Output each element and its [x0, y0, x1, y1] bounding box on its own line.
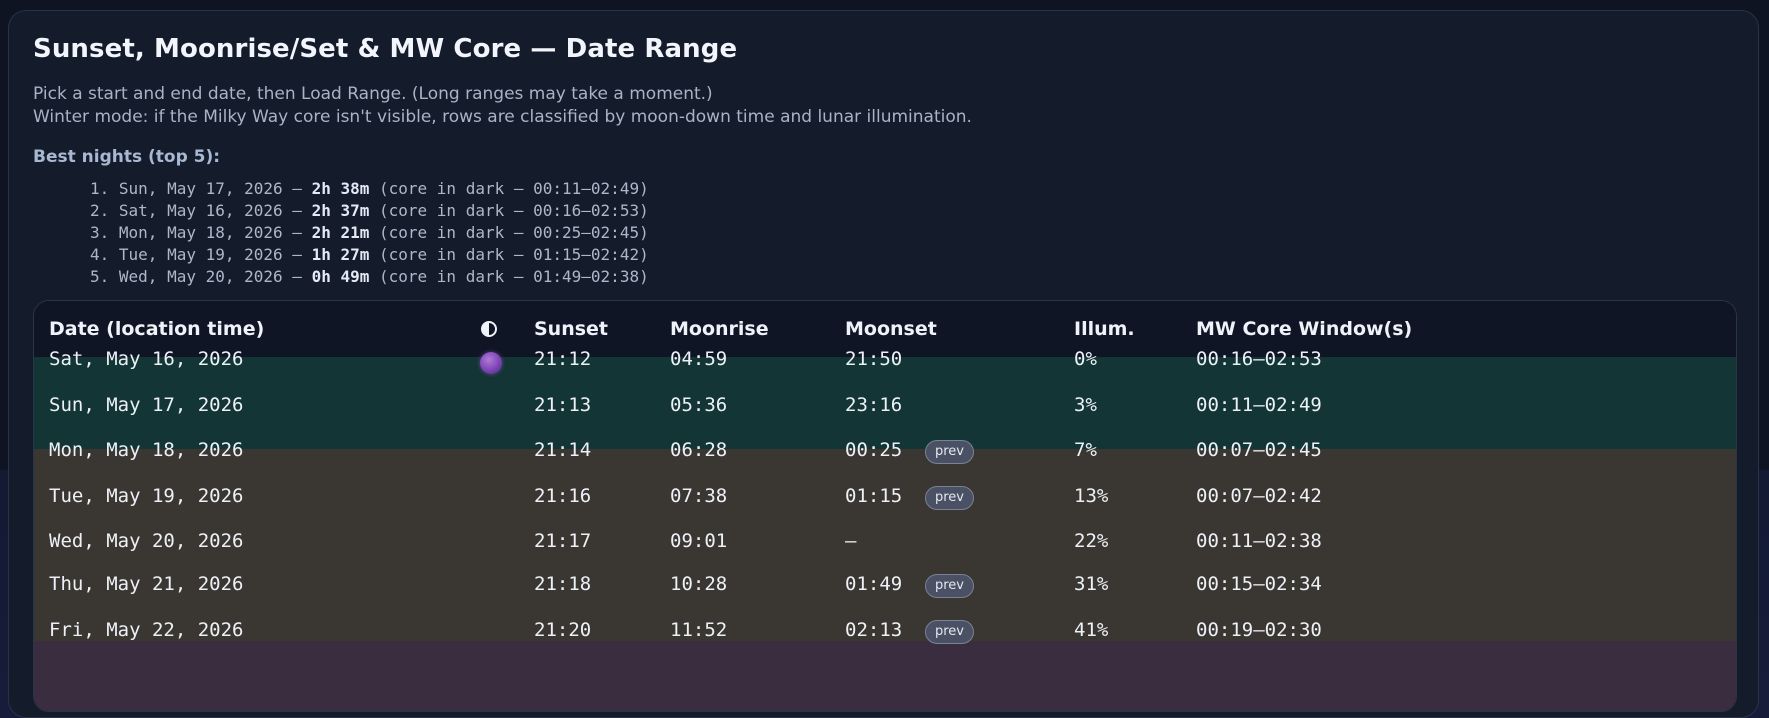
moonset-cell: 02:13	[845, 619, 903, 641]
sunset-cell: 21:20	[534, 619, 592, 641]
best-night-duration: 2h 38m	[311, 179, 370, 198]
date-cell: Sat, May 16, 2026	[49, 348, 244, 370]
prev-badge: prev	[925, 574, 975, 598]
moonset-cell: 00:25	[845, 439, 903, 461]
results-table: Date (location time) Sunset Moonrise Moo…	[33, 300, 1737, 712]
best-night-item: 3. Mon, May 18, 2026 — 2h 21m (core in d…	[90, 222, 649, 244]
best-night-core-window: (core in dark — 01:15–02:42)	[369, 245, 649, 264]
header-illum[interactable]: Illum.	[1074, 318, 1135, 340]
core-window-cell: 00:07–02:42	[1196, 485, 1322, 507]
moonrise-cell: 11:52	[670, 619, 728, 641]
best-night-date: 2. Sat, May 16, 2026 —	[90, 201, 312, 220]
header-moonset[interactable]: Moonset	[845, 318, 937, 340]
table-row[interactable]	[34, 357, 1736, 405]
illum-cell: 3%	[1074, 394, 1097, 416]
best-night-core-window: (core in dark — 00:25–02:45)	[369, 223, 649, 242]
core-window-cell: 00:11–02:38	[1196, 530, 1322, 552]
illum-cell: 7%	[1074, 439, 1097, 461]
best-night-date: 1. Sun, May 17, 2026 —	[90, 179, 312, 198]
sunset-cell: 21:18	[534, 573, 592, 595]
illum-cell: 41%	[1074, 619, 1109, 641]
best-nights-heading: Best nights (top 5):	[33, 147, 221, 167]
illum-cell: 22%	[1074, 530, 1109, 552]
table-header: Date (location time) Sunset Moonrise Moo…	[34, 301, 1736, 357]
sunset-cell: 21:13	[534, 394, 592, 416]
core-window-cell: 00:16–02:53	[1196, 348, 1322, 370]
header-moonrise[interactable]: Moonrise	[670, 318, 769, 340]
moonset-cell: —	[845, 530, 857, 552]
table-row[interactable]	[34, 589, 1736, 641]
prev-badge: prev	[925, 620, 975, 644]
moonset-cell: 23:16	[845, 394, 903, 416]
instructions-text: Pick a start and end date, then Load Ran…	[33, 84, 713, 104]
date-cell: Tue, May 19, 2026	[49, 485, 244, 507]
header-sunset[interactable]: Sunset	[534, 318, 609, 340]
header-date[interactable]: Date (location time)	[49, 318, 265, 340]
sunset-cell: 21:17	[534, 530, 592, 552]
best-night-item: 1. Sun, May 17, 2026 — 2h 38m (core in d…	[90, 178, 649, 200]
date-cell: Fri, May 22, 2026	[49, 619, 244, 641]
best-night-duration: 1h 27m	[311, 245, 370, 264]
best-night-date: 5. Wed, May 20, 2026 —	[90, 267, 312, 286]
table-row[interactable]	[34, 641, 1736, 711]
best-night-item: 2. Sat, May 16, 2026 — 2h 37m (core in d…	[90, 200, 649, 222]
table-row[interactable]	[34, 547, 1736, 589]
best-night-core-window: (core in dark — 01:49–02:38)	[369, 267, 649, 286]
best-night-duration: 2h 21m	[311, 223, 370, 242]
best-night-date: 3. Mon, May 18, 2026 —	[90, 223, 312, 242]
date-cell: Sun, May 17, 2026	[49, 394, 244, 416]
best-night-core-window: (core in dark — 00:16–02:53)	[369, 201, 649, 220]
best-night-item: 4. Tue, May 19, 2026 — 1h 27m (core in d…	[90, 244, 649, 266]
core-window-cell: 00:11–02:49	[1196, 394, 1322, 416]
core-window-cell: 00:07–02:45	[1196, 439, 1322, 461]
best-night-item: 5. Wed, May 20, 2026 — 0h 49m (core in d…	[90, 266, 649, 288]
page-title: Sunset, Moonrise/Set & MW Core — Date Ra…	[33, 34, 738, 64]
best-night-core-window: (core in dark — 00:11–02:49)	[369, 179, 649, 198]
best-night-date: 4. Tue, May 19, 2026 —	[90, 245, 312, 264]
table-row[interactable]	[34, 405, 1736, 449]
best-nights-list: 1. Sun, May 17, 2026 — 2h 38m (core in d…	[90, 178, 649, 288]
best-night-duration: 2h 37m	[311, 201, 370, 220]
moonrise-cell: 05:36	[670, 394, 728, 416]
best-night-duration: 0h 49m	[311, 267, 370, 286]
moonrise-cell: 04:59	[670, 348, 728, 370]
illum-cell: 13%	[1074, 485, 1109, 507]
half-moon-icon	[481, 321, 497, 337]
new-moon-icon	[480, 352, 502, 374]
date-cell: Mon, May 18, 2026	[49, 439, 244, 461]
table-row[interactable]	[34, 449, 1736, 495]
core-window-cell: 00:15–02:34	[1196, 573, 1322, 595]
moonset-cell: 01:15	[845, 485, 903, 507]
core-window-cell: 00:19–02:30	[1196, 619, 1322, 641]
sunset-cell: 21:16	[534, 485, 592, 507]
prev-badge: prev	[925, 486, 975, 510]
date-cell: Thu, May 21, 2026	[49, 573, 244, 595]
moonrise-cell: 07:38	[670, 485, 728, 507]
header-core-window[interactable]: MW Core Window(s)	[1196, 318, 1413, 340]
illum-cell: 31%	[1074, 573, 1109, 595]
winter-mode-text: Winter mode: if the Milky Way core isn't…	[33, 107, 972, 127]
moonrise-cell: 09:01	[670, 530, 728, 552]
illum-cell: 0%	[1074, 348, 1097, 370]
moonrise-cell: 10:28	[670, 573, 728, 595]
moonrise-cell: 06:28	[670, 439, 728, 461]
sunset-cell: 21:12	[534, 348, 592, 370]
sunset-cell: 21:14	[534, 439, 592, 461]
table-row[interactable]	[34, 495, 1736, 547]
prev-badge: prev	[925, 440, 975, 464]
date-cell: Wed, May 20, 2026	[49, 530, 244, 552]
moonset-cell: 01:49	[845, 573, 903, 595]
moonset-cell: 21:50	[845, 348, 903, 370]
